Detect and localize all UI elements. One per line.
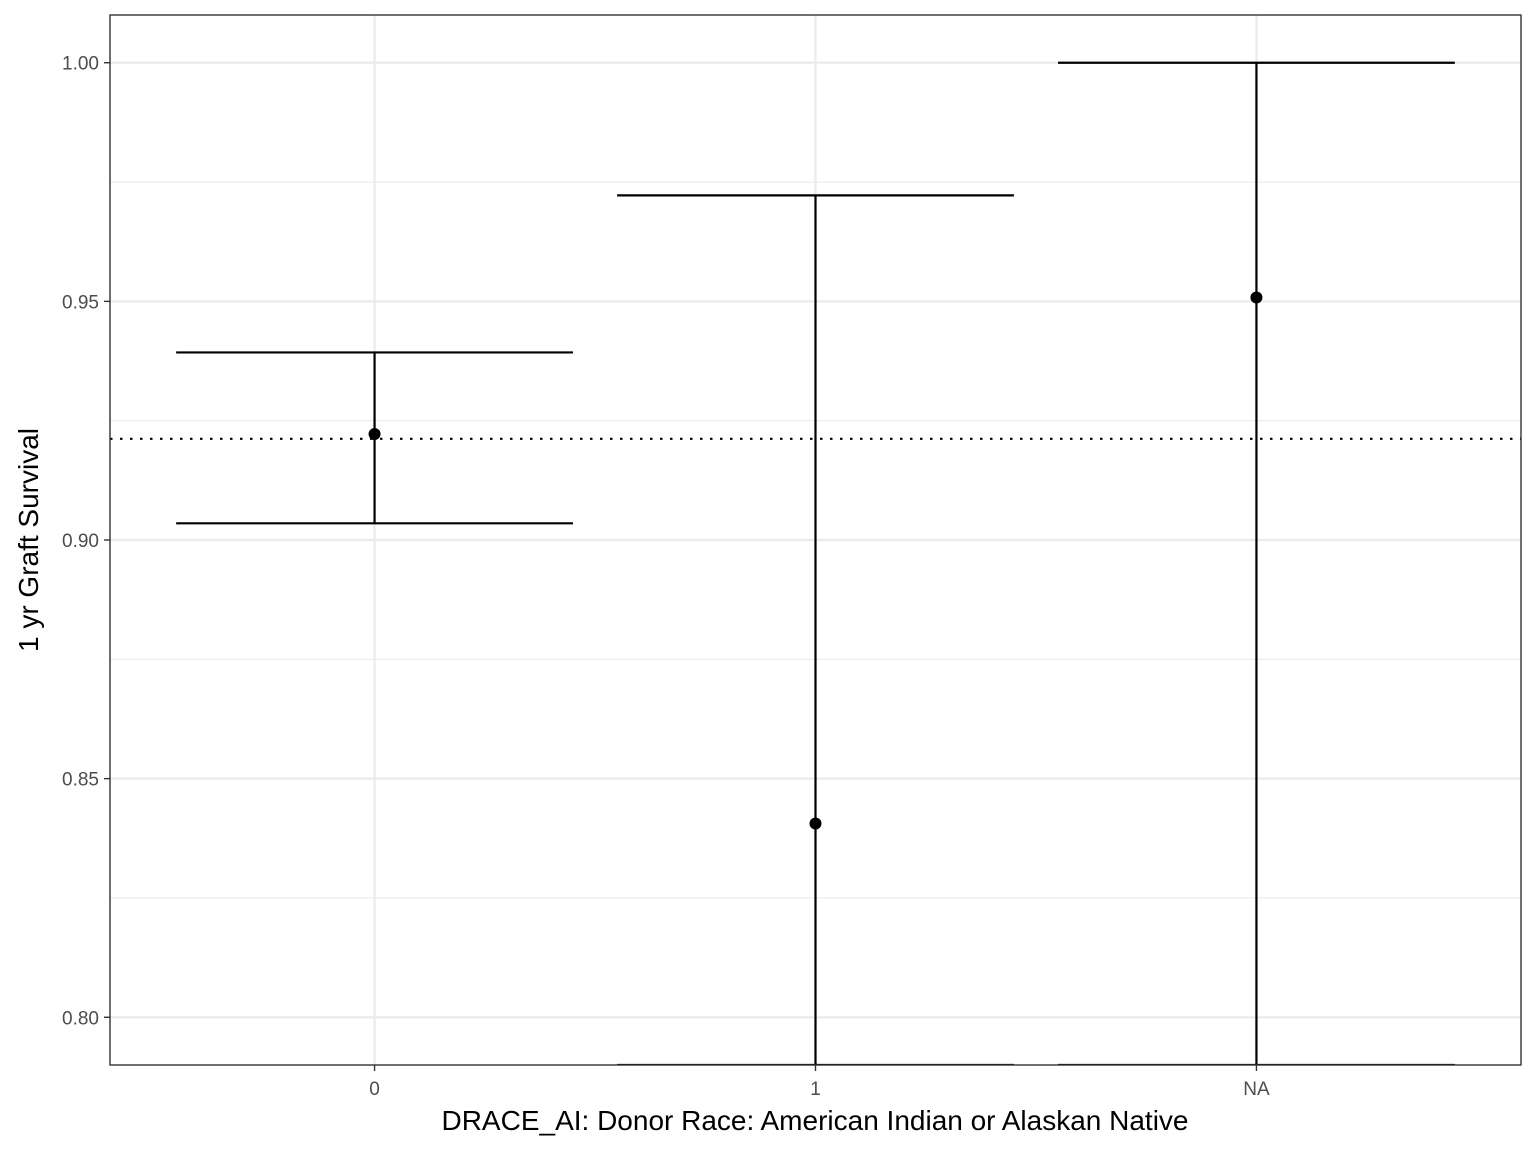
x-tick-label: 1 [810,1079,821,1100]
axis-layer: 0.80 0.85 0.90 0.95 1.00 0 1 NA [62,54,1270,1100]
x-axis-title: DRACE_AI: Donor Race: American Indian or… [441,1105,1188,1136]
estimate-point [809,817,822,830]
estimate-point [368,428,381,441]
y-tick-label: 1.00 [62,54,99,75]
y-tick-label: 0.85 [62,770,99,791]
estimate-point [1250,291,1263,304]
y-tick-label: 0.95 [62,292,99,313]
marks-layer [176,61,1455,1065]
y-axis-title: 1 yr Graft Survival [13,428,44,652]
y-tick-label: 0.90 [62,531,99,552]
x-tick-label: NA [1243,1079,1270,1100]
x-tick-label: 0 [369,1079,380,1100]
y-tick-label: 0.80 [62,1008,99,1029]
